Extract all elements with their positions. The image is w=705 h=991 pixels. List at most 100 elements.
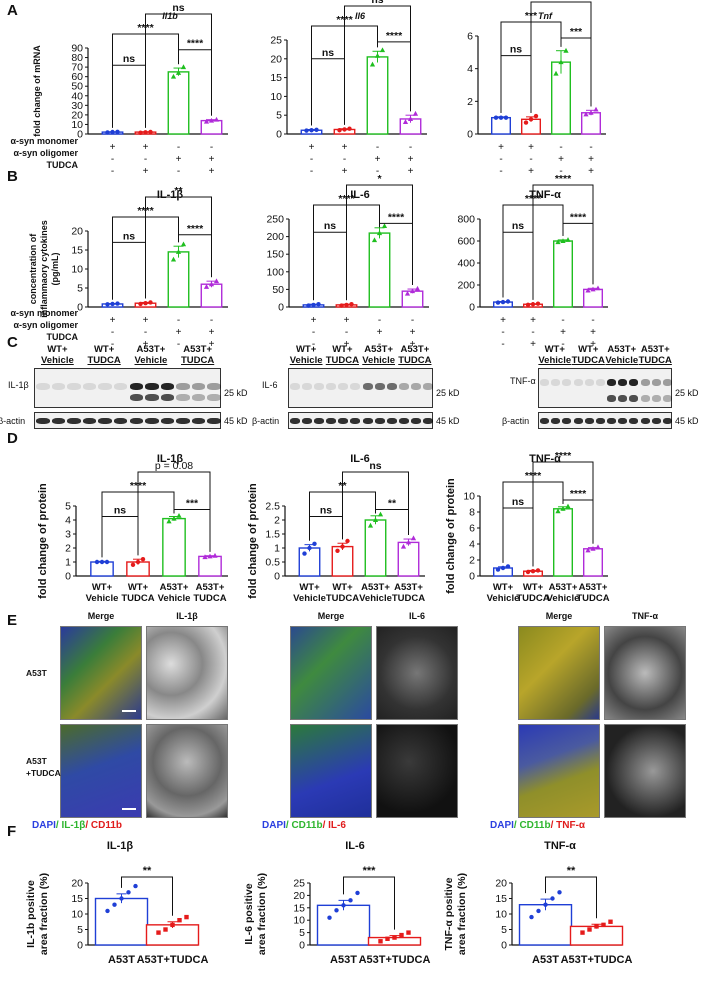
- lane-line-1: A53T+: [364, 344, 394, 355]
- condition-sign: +: [530, 315, 536, 326]
- x-tick-label: Vehicle: [359, 593, 392, 604]
- data-point: [535, 568, 541, 573]
- y-axis-label: area fraction (%): [256, 873, 268, 955]
- data-point: [175, 70, 182, 75]
- data-point: [550, 896, 555, 901]
- y-tick-label: 70: [71, 62, 83, 74]
- data-point: [180, 241, 187, 247]
- sig-bracket: [311, 58, 345, 126]
- data-point: [112, 902, 117, 907]
- condition-sign: +: [344, 315, 350, 326]
- actin-band: [82, 418, 97, 424]
- actin-band: [640, 418, 650, 424]
- data-point: [133, 883, 138, 889]
- chart-title: IL-1β: [157, 189, 184, 201]
- y-tick-label: 100: [266, 266, 284, 278]
- lane-line-1: A53T+: [640, 344, 670, 355]
- data-point: [558, 59, 564, 65]
- protein-band: [82, 383, 97, 390]
- y-tick-label: 8: [469, 507, 475, 519]
- y-tick-label: 1.5: [265, 529, 280, 541]
- data-point: [565, 237, 571, 242]
- condition-sign: -: [144, 154, 147, 165]
- sig-label: ns: [369, 460, 381, 472]
- protein-band: [640, 395, 650, 402]
- sig-label: ns: [322, 47, 334, 59]
- sig-bracket: [344, 5, 411, 125]
- protein-band: [113, 383, 128, 390]
- legend-stain: / TNF-α: [550, 820, 586, 831]
- data-point: [529, 914, 534, 920]
- protein-band: [607, 379, 617, 386]
- lane-line-1: WT+: [47, 344, 68, 355]
- condition-sign: -: [409, 142, 412, 153]
- data-point: [335, 548, 340, 553]
- y-tick-label: 5: [501, 924, 507, 936]
- y-tick-label: 20: [270, 53, 282, 65]
- bar: [518, 904, 573, 946]
- x-tick-label: A53T+TUDCA: [137, 954, 209, 966]
- target-blot: [34, 368, 221, 408]
- merge-image: [518, 626, 600, 720]
- stain-legend: DAPI/ CD11b/ IL-6: [262, 820, 346, 831]
- scale-bar: [122, 710, 136, 712]
- target-blot: [288, 368, 433, 408]
- data-point: [412, 110, 419, 116]
- lane-line-2: TUDCA: [181, 355, 215, 366]
- blot-lane-header: A53T+ TUDCA: [633, 344, 679, 366]
- chart-title: IL-1β: [157, 453, 184, 465]
- channel-title: IL-1β: [176, 611, 198, 621]
- condition-sign: +: [110, 142, 116, 153]
- actin-band: [98, 418, 112, 424]
- y-tick-label: 25: [270, 35, 282, 47]
- protein-band: [651, 379, 661, 386]
- data-point: [94, 559, 100, 565]
- sig-label: ****: [187, 38, 204, 50]
- target-blot: [538, 368, 672, 408]
- sig-bracket: [532, 461, 594, 567]
- data-point: [381, 223, 388, 229]
- y-tick-label: 10: [495, 909, 507, 921]
- condition-sign: +: [143, 142, 149, 153]
- bar: [364, 519, 387, 577]
- protein-band: [562, 379, 572, 386]
- y-tick-label: 0: [467, 129, 473, 141]
- condition-sign: -: [111, 327, 114, 338]
- data-point: [410, 535, 417, 541]
- bar: [200, 283, 223, 308]
- merge-image: [60, 724, 142, 818]
- condition-sign: -: [111, 166, 114, 177]
- condition-row-label: TUDCA: [47, 160, 79, 170]
- condition-sign: -: [591, 315, 594, 326]
- y-axis-label: fold change of mRNA: [32, 45, 42, 137]
- condition-sign: -: [529, 154, 532, 165]
- x-tick-label: A53T+TUDCA: [561, 954, 633, 966]
- actin-band: [338, 418, 349, 424]
- y-axis-label: fold change of protein: [247, 483, 259, 599]
- data-point: [170, 922, 175, 928]
- condition-sign: -: [531, 327, 534, 338]
- data-point: [314, 127, 319, 133]
- actin-band: [374, 418, 385, 424]
- sig-bracket: [500, 55, 532, 113]
- actin-band: [551, 418, 561, 424]
- data-point: [498, 115, 504, 120]
- condition-sign: -: [343, 154, 346, 165]
- microscopy-row-label: +TUDCA: [26, 768, 61, 778]
- condition-sign: -: [310, 166, 313, 177]
- condition-sign: -: [312, 339, 315, 350]
- blot-lane-header: A53T+ Vehicle: [355, 344, 403, 366]
- protein-band: [618, 379, 628, 386]
- sig-label: ns: [123, 230, 135, 242]
- sig-bracket: [545, 876, 597, 919]
- protein-band: [302, 383, 313, 390]
- blot-target-label: IL-1β: [8, 380, 29, 390]
- x-tick-label: A53T: [108, 954, 135, 966]
- y-axis-label: IL-1b positive: [25, 880, 37, 948]
- condition-sign: -: [499, 154, 502, 165]
- sig-label: **: [567, 865, 576, 877]
- sig-bracket: [121, 876, 173, 916]
- sig-bracket: [145, 196, 212, 299]
- data-point: [608, 919, 613, 924]
